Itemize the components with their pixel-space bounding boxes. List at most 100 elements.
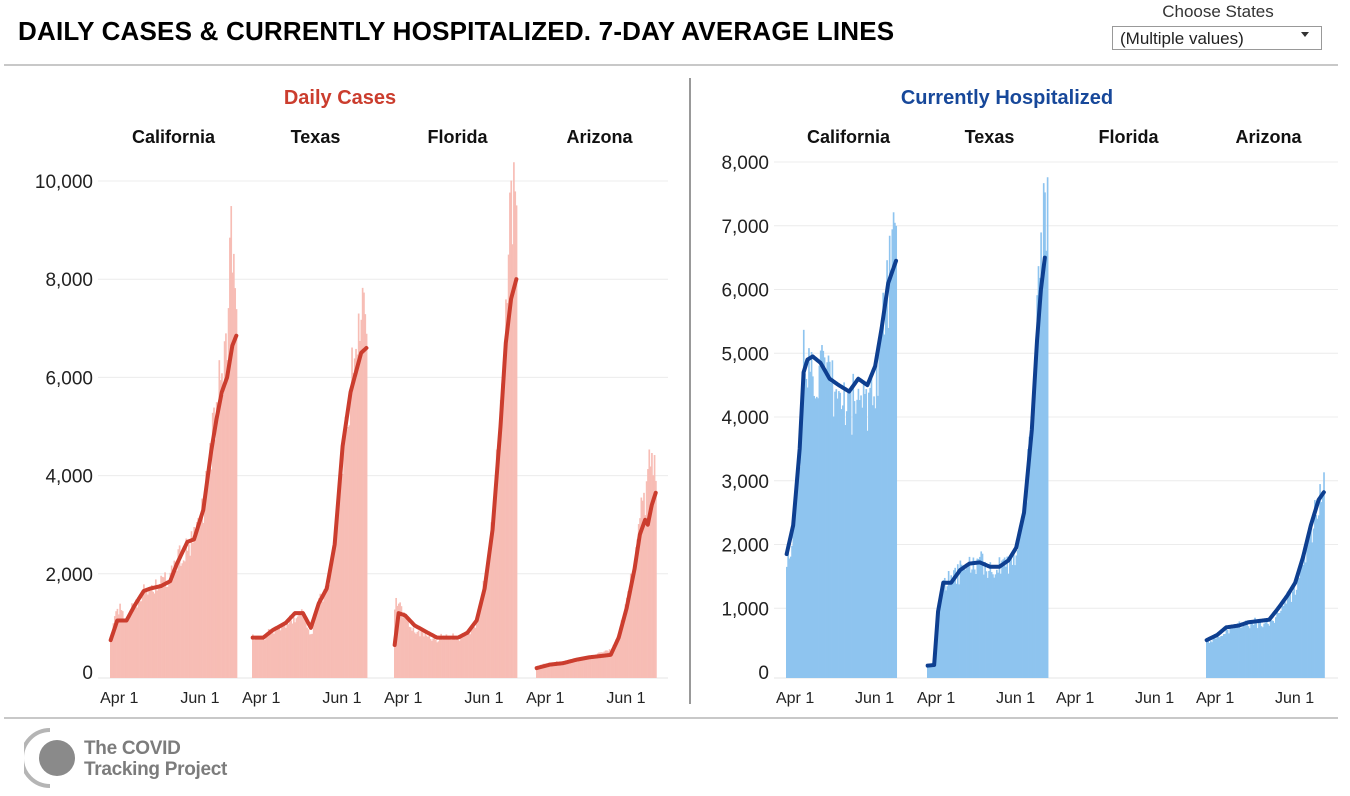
cases-bar [503,354,506,678]
cases-bar [365,333,368,678]
cases-bar [283,623,286,678]
hospitalized-bar [953,570,955,678]
cases-bar [262,639,265,678]
hospitalized-bar [871,405,874,678]
cases-bar [561,662,563,678]
hospitalized-bar [804,373,806,678]
cases-bar [214,439,217,678]
cases-bar [353,358,356,678]
cases-bar [461,634,464,678]
cases-bar [629,573,632,678]
cases-bar [607,651,610,678]
hospitalized-bar [1241,627,1243,678]
hospitalized-bar [1242,625,1245,678]
hospitalized-bar [844,425,847,678]
cases-bar [154,579,157,678]
hospitalized-bar [1237,623,1239,678]
cases-bar [419,636,421,678]
hospitalized-bar [886,260,888,678]
hospitalized-bar [831,360,834,678]
hospitalized-bar [941,595,943,678]
hospitalized-bar [821,345,823,678]
header-divider [4,64,1338,66]
cases-bar [487,551,490,678]
cases-bar [515,205,518,678]
cases-bar [433,637,436,678]
cases-bar [539,664,542,678]
hospitalized-bar [975,573,977,678]
hospitalized-bar [895,225,898,678]
cases-bar [254,636,257,678]
hospitalized-bar [1286,591,1289,678]
cases-bar [180,565,182,678]
cases-bar [450,639,453,678]
cases-bar [139,601,141,678]
hospitalized-bar [1222,634,1225,678]
cases-bar [219,380,222,678]
cases-bar [271,630,274,678]
cases-bar [603,651,606,678]
hospitalized-bar [786,566,788,678]
hospitalized-bar [1015,555,1018,678]
cases-bar [440,633,442,678]
cases-bar [563,661,566,678]
cases-bar [619,629,622,678]
hospitalized-bar [955,583,958,678]
hospitalized-bar [1024,501,1027,678]
hospitalized-bar [797,452,800,678]
hospitalized-y-tick-label: 3,000 [721,472,769,493]
hospitalized-bar [1271,620,1273,678]
hospitalized-bar [1314,500,1316,678]
cases-avg-line-arizona [534,490,658,671]
cases-bar [481,600,483,678]
hospitalized-bar [823,357,826,678]
cases-bar [498,444,501,678]
hospitalized-bar [999,573,1002,678]
cases-bar [322,601,324,678]
hospitalized-bar [942,580,945,678]
hospitalized-bar [966,567,968,678]
cases-bar [217,403,219,678]
cases-bar [618,635,620,678]
cases-bar [145,587,148,678]
hospitalized-bar [1016,550,1019,678]
hospitalized-bar [1315,514,1318,678]
hospitalized-bar [964,569,967,678]
cases-bar [181,563,184,678]
hospitalized-x-tick-label: Apr 1 [917,690,955,707]
cases-bar [355,348,357,678]
cases-bar [407,620,409,678]
choose-states-dropdown[interactable]: (Multiple values) [1112,26,1322,50]
hospitalized-bar [892,212,895,679]
cases-bar [473,627,476,678]
cases-bar [261,635,263,678]
cases-bar [479,602,482,678]
hospitalized-bar [865,389,868,678]
cases-bar [135,599,137,678]
hospitalized-bar [998,557,1001,678]
choose-states-value: (Multiple values) [1120,29,1244,48]
cases-bar [161,576,164,678]
cases-bar [595,654,598,678]
cases-bar [645,481,648,678]
hospitalized-bar [1308,533,1311,678]
cases-bar [432,638,435,678]
hospitalized-bar [1029,441,1032,678]
cases-bar [590,658,592,678]
hospitalized-bar [1027,449,1029,678]
hospitalized-x-tick-label: Apr 1 [1056,690,1094,707]
cases-bar [550,662,553,678]
hospitalized-bar [836,398,839,678]
cases-x-tick-label: Apr 1 [526,690,564,707]
hospitalized-bar [930,664,933,678]
cases-bar [477,609,480,678]
hospitalized-bar [882,292,884,678]
hospitalized-bar [1226,629,1229,678]
hospitalized-bar [986,577,989,678]
cases-bar [306,627,308,678]
cases-bar [416,631,419,678]
cases-bar [119,603,121,678]
cases-bar [259,636,262,678]
hospitalized-bar [1282,605,1285,678]
